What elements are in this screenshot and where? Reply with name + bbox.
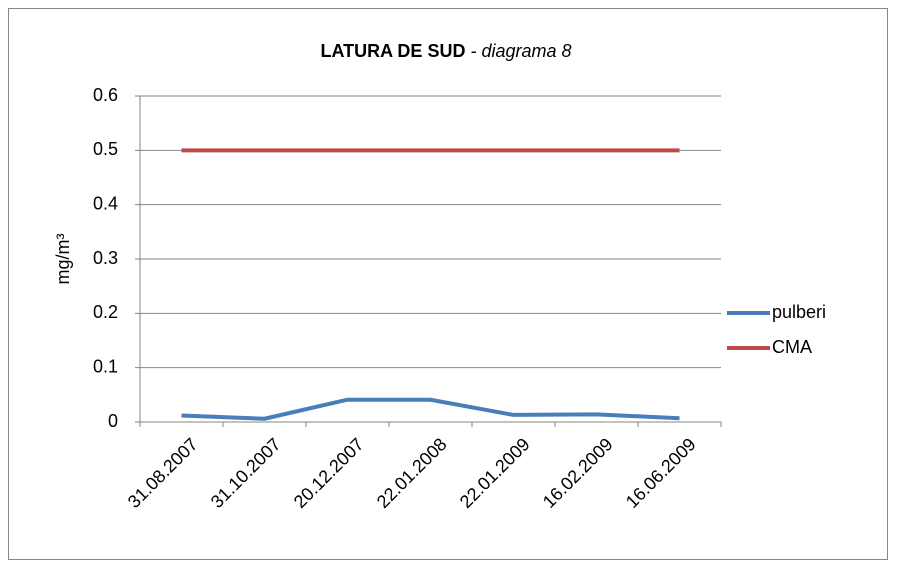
y-tick-label: 0.5 xyxy=(93,139,118,159)
y-tick-label: 0.4 xyxy=(93,193,118,213)
chart-frame xyxy=(8,8,888,560)
y-tick-label: 0.6 xyxy=(93,85,118,105)
series-line xyxy=(181,397,680,421)
chart-title-group: LATURA DE SUD - diagrama 8 xyxy=(320,41,571,61)
y-tick-label: 0 xyxy=(108,411,118,431)
y-axis-label: mg/m³ xyxy=(53,234,73,285)
chart-subtitle: - diagrama 8 xyxy=(470,41,571,61)
y-tick-label: 0.3 xyxy=(93,248,118,268)
y-tick-label: 0.2 xyxy=(93,302,118,322)
legend-label: CMA xyxy=(772,337,812,357)
y-tick-label: 0.1 xyxy=(93,356,118,376)
chart-title: LATURA DE SUD xyxy=(320,41,465,61)
legend-label: pulberi xyxy=(772,302,826,322)
